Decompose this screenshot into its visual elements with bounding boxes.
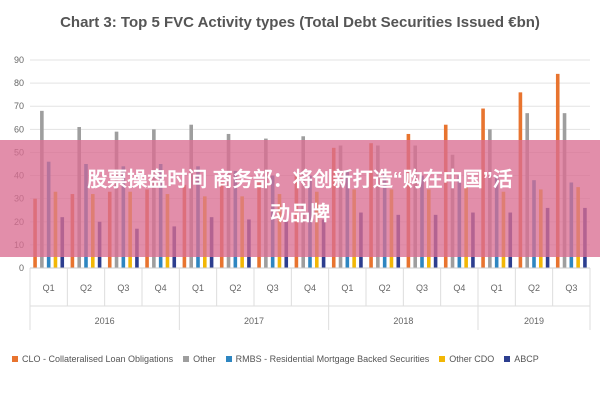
y-tick-label: 60 <box>14 124 24 134</box>
overlay-line-1: 股票操盘时间 商务部：将创新打造“购在中国”活 <box>87 169 513 191</box>
x-tick-label: Q3 <box>117 283 129 293</box>
y-tick-label: 0 <box>19 263 24 273</box>
y-tick-label: 80 <box>14 78 24 88</box>
legend-label: Other <box>193 354 216 364</box>
x-tick-label: Q1 <box>43 283 55 293</box>
legend-swatch <box>183 356 190 362</box>
x-tick-label: Q4 <box>304 283 316 293</box>
legend-item: Other <box>183 354 216 364</box>
legend: CLO - Collateralised Loan Obligations Oth… <box>12 354 600 364</box>
x-tick-label: Q1 <box>341 283 353 293</box>
x-tick-label: Q3 <box>565 283 577 293</box>
x-tick-label: Q2 <box>229 283 241 293</box>
legend-label: ABCP <box>514 354 539 364</box>
x-tick-label: Q4 <box>155 283 167 293</box>
y-tick-label: 90 <box>14 55 24 65</box>
x-group-label: 2017 <box>244 316 264 326</box>
overlay-banner <box>0 140 600 257</box>
x-tick-label: Q1 <box>192 283 204 293</box>
x-group-label: 2019 <box>524 316 544 326</box>
legend-swatch <box>12 356 18 362</box>
legend-item: CLO - Collateralised Loan Obligations <box>12 354 173 364</box>
overlay-caption: 股票操盘时间 商务部：将创新打造“购在中国”活 动品牌 <box>10 163 590 231</box>
legend-swatch <box>504 356 511 362</box>
y-tick-label: 70 <box>14 101 24 111</box>
x-group-label: 2016 <box>95 316 115 326</box>
chart-title: Chart 3: Top 5 FVC Activity types (Total… <box>60 14 540 31</box>
legend-label: CLO - Collateralised Loan Obligations <box>22 354 174 364</box>
x-tick-label: Q3 <box>267 283 279 293</box>
x-tick-label: Q2 <box>80 283 92 293</box>
legend-swatch <box>225 356 232 362</box>
legend-swatch <box>439 356 446 362</box>
overlay-line-2: 动品牌 <box>270 203 330 225</box>
x-tick-label: Q2 <box>379 283 391 293</box>
legend-item: RMBS - Residential Mortgage Backed Secur… <box>225 354 430 364</box>
x-group-label: 2018 <box>393 316 413 326</box>
legend-label: RMBS - Residential Mortgage Backed Secur… <box>235 354 430 364</box>
legend-label: Other CDO <box>449 354 495 364</box>
legend-item: ABCP <box>504 354 539 364</box>
legend-item: Other CDO <box>439 354 494 364</box>
x-tick-label: Q3 <box>416 283 428 293</box>
x-tick-label: Q2 <box>528 283 540 293</box>
x-tick-label: Q1 <box>491 283 503 293</box>
x-tick-label: Q4 <box>453 283 465 293</box>
